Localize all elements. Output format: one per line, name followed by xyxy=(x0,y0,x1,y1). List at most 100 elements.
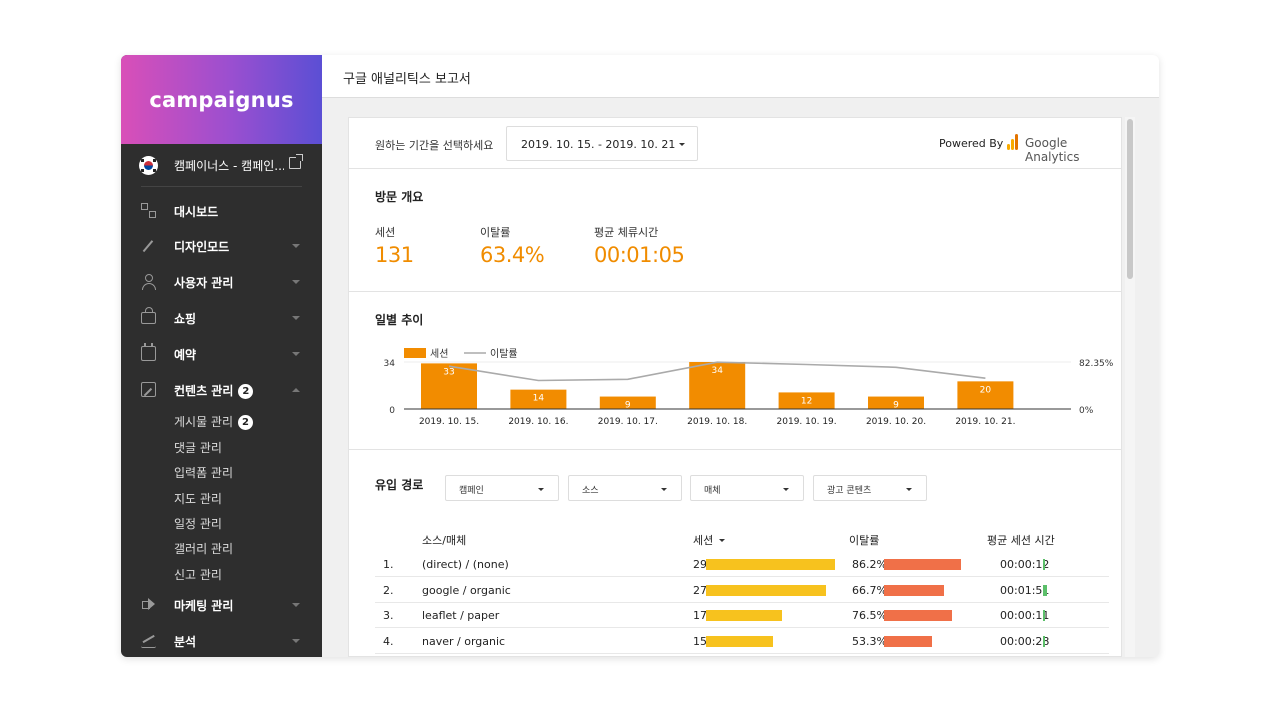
session-bar[interactable] xyxy=(778,392,835,409)
sidebar-item-dashboard[interactable]: 대시보드 xyxy=(121,196,322,226)
session-bar[interactable] xyxy=(689,362,746,409)
metric-bounce-value: 63.4% xyxy=(480,243,545,267)
scrollbar-thumb[interactable] xyxy=(1127,119,1133,279)
traffic-source-section: 유입 경로 캠페인 소스 매체 광고 콘텐츠 소스/매체 세션 이탈률 평균 세… xyxy=(349,450,1121,656)
sidebar-item-reservation[interactable]: 예약 xyxy=(121,339,322,369)
x-tick-label: 2019. 10. 16. xyxy=(508,417,568,427)
avg-time-bar xyxy=(1043,584,1047,596)
korea-flag-icon xyxy=(139,156,158,175)
subitem-comments[interactable]: 댓글 관리 xyxy=(174,441,222,455)
avg-time-bar xyxy=(1043,610,1045,621)
sessions-bar xyxy=(706,635,773,647)
site-selector[interactable]: 캠페이너스 - 캠페인... xyxy=(121,144,322,187)
row-sessions: 17 xyxy=(693,609,707,622)
chevron-down-icon xyxy=(906,488,912,491)
chevron-down-icon xyxy=(538,488,544,491)
sidebar-item-label: 마케팅 관리 xyxy=(174,599,234,613)
x-tick-label: 2019. 10. 21. xyxy=(955,417,1015,427)
column-header-sessions[interactable]: 세션 xyxy=(693,532,726,548)
x-tick-label: 2019. 10. 20. xyxy=(866,417,926,427)
x-tick-label: 2019. 10. 19. xyxy=(777,417,837,427)
metric-bounce-label: 이탈률 xyxy=(480,226,511,239)
sidebar-item-shopping[interactable]: 쇼핑 xyxy=(121,303,322,333)
sidebar-item-contents[interactable]: 컨텐츠 관리 2 xyxy=(121,375,322,405)
chevron-down-icon xyxy=(783,488,789,491)
table-row[interactable]: 4. naver / organic 15 53.3% 00:00:28 xyxy=(375,629,1109,654)
daily-chart: 세션 이탈률 34 0 82.35% 0% 33 14 9 34 12 9 20 2019.… xyxy=(384,347,1114,427)
source-filter-select[interactable]: 소스 xyxy=(568,475,682,501)
subitem-forms[interactable]: 입력폼 관리 xyxy=(174,466,234,480)
sidebar-item-label: 예약 xyxy=(174,348,197,362)
sidebar-item-label: 사용자 관리 xyxy=(174,276,234,290)
period-select[interactable]: 2019. 10. 15. - 2019. 10. 21 xyxy=(506,126,698,161)
row-source-medium: naver / organic xyxy=(422,634,506,648)
sidebar-item-marketing[interactable]: 마케팅 관리 xyxy=(121,590,322,620)
subitem-schedule[interactable]: 일정 관리 xyxy=(174,517,222,531)
session-bar[interactable] xyxy=(599,396,656,409)
column-header-source-medium[interactable]: 소스/매체 xyxy=(422,534,467,547)
row-index: 2. xyxy=(383,583,394,597)
count-badge: 2 xyxy=(238,384,254,399)
session-bar[interactable] xyxy=(421,363,477,409)
sidebar-item-label: 대시보드 xyxy=(174,205,219,219)
user-icon xyxy=(141,274,156,290)
column-header-avg-time[interactable]: 평균 세션 시간 xyxy=(987,534,1055,547)
session-bar[interactable] xyxy=(868,396,924,409)
brand-logo: campaignus xyxy=(149,87,294,112)
table-row[interactable]: 1. (direct) / (none) 29 86.2% 00:00:12 xyxy=(375,552,1109,577)
bounce-bar xyxy=(884,559,961,570)
bar-value-label: 20 xyxy=(980,385,992,395)
legend-bounce-label: 이탈률 xyxy=(490,347,518,360)
sidebar-item-design-mode[interactable]: 디자인모드 xyxy=(121,231,322,261)
subitem-gallery[interactable]: 갤러리 관리 xyxy=(174,542,234,556)
subitem-maps[interactable]: 지도 관리 xyxy=(174,492,222,506)
column-header-bounce[interactable]: 이탈률 xyxy=(849,534,880,547)
external-link-icon[interactable] xyxy=(289,154,303,169)
metric-duration-value: 00:01:05 xyxy=(594,243,685,267)
subitem-reports[interactable]: 신고 관리 xyxy=(174,568,222,582)
avg-time-bar xyxy=(1043,559,1045,570)
session-bar[interactable] xyxy=(957,381,1014,409)
session-bar[interactable] xyxy=(510,389,567,409)
bounce-bar xyxy=(884,584,944,596)
bar-value-label: 14 xyxy=(533,394,545,404)
ad-content-filter-select[interactable]: 광고 콘텐츠 xyxy=(813,475,927,501)
x-tick-label: 2019. 10. 18. xyxy=(687,417,747,427)
sessions-bar xyxy=(706,559,835,570)
bounce-bar xyxy=(884,635,932,647)
medium-filter-select[interactable]: 매체 xyxy=(690,475,804,501)
y-right-max: 82.35% xyxy=(1079,359,1114,369)
metric-sessions-value: 131 xyxy=(375,243,414,267)
chevron-down-icon xyxy=(661,488,667,491)
sessions-bar xyxy=(706,584,827,596)
edit-icon xyxy=(141,382,156,397)
x-tick-label: 2019. 10. 17. xyxy=(598,417,658,427)
row-index: 1. xyxy=(383,558,394,571)
brand-header[interactable]: campaignus xyxy=(121,55,322,144)
campaign-filter-select[interactable]: 캠페인 xyxy=(445,475,559,501)
x-tick-label: 2019. 10. 15. xyxy=(419,417,479,427)
source-title: 유입 경로 xyxy=(375,478,424,492)
chevron-down-icon xyxy=(292,603,300,607)
overview-section: 방문 개요 세션 131 이탈률 63.4% 평균 체류시간 00:01:05 xyxy=(349,169,1121,292)
powered-by-label: Powered By xyxy=(939,137,1004,150)
dashboard-icon xyxy=(141,203,156,218)
sort-desc-icon xyxy=(719,539,726,542)
chart-icon xyxy=(141,633,156,648)
panel-scrollbar[interactable] xyxy=(1125,117,1135,657)
row-avg-time: 00:01:51 xyxy=(1000,583,1050,597)
megaphone-icon xyxy=(141,597,156,612)
subitem-label: 게시물 관리 xyxy=(174,415,234,429)
table-row[interactable]: 2. google / organic 27 66.7% 00:01:51 xyxy=(375,578,1109,603)
sidebar-item-analytics[interactable]: 분석 xyxy=(121,626,322,656)
count-badge: 2 xyxy=(238,415,254,430)
table-row[interactable]: 3. leaflet / paper 17 76.5% 00:00:11 xyxy=(375,603,1109,628)
sidebar-item-label: 분석 xyxy=(174,635,197,649)
bounce-bar xyxy=(884,610,953,621)
filter-label: 광고 콘텐츠 xyxy=(827,486,872,496)
subitem-posts[interactable]: 게시물 관리 2 xyxy=(174,413,254,430)
sidebar-item-label: 컨텐츠 관리 2 xyxy=(174,382,254,399)
sidebar-item-users[interactable]: 사용자 관리 xyxy=(121,267,322,297)
column-header-label: 세션 xyxy=(693,534,714,547)
bar-value-label: 9 xyxy=(893,401,899,411)
